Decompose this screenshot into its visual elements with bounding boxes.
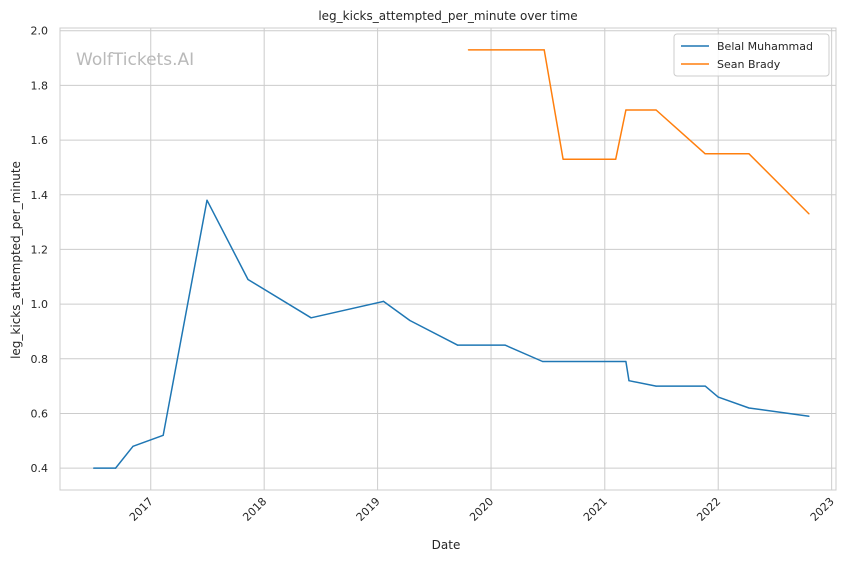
data-point-belal-muhammad	[310, 317, 312, 319]
data-point-belal-muhammad	[655, 385, 657, 387]
y-tick-label: 1.2	[31, 243, 49, 256]
data-point-sean-brady	[704, 153, 706, 155]
x-tick-label: 2019	[354, 495, 383, 524]
x-tick-label: 2021	[581, 495, 610, 524]
data-point-sean-brady	[543, 49, 545, 51]
data-point-belal-muhammad	[206, 199, 208, 201]
y-tick-label: 0.6	[31, 407, 49, 420]
watermark: WolfTickets.AI	[76, 50, 194, 70]
data-point-sean-brady	[625, 109, 627, 111]
data-point-belal-muhammad	[704, 385, 706, 387]
data-point-sean-brady	[748, 153, 750, 155]
y-tick-label: 1.4	[31, 189, 49, 202]
data-point-belal-muhammad	[115, 467, 117, 469]
legend-box	[673, 33, 830, 77]
legend: Belal Muhammad Sean Brady	[673, 33, 830, 77]
data-point-belal-muhammad	[409, 319, 411, 322]
data-point-belal-muhammad	[162, 434, 164, 436]
data-point-sean-brady	[467, 49, 469, 51]
y-axis-ticks: 0.4 0.6 0.8 1.0 1.2 1.4 1.6 1.8 2.0	[31, 25, 49, 475]
data-point-belal-muhammad	[93, 467, 95, 469]
y-tick-label: 1.6	[31, 134, 49, 147]
data-point-belal-muhammad	[808, 415, 810, 417]
data-point-belal-muhammad	[504, 344, 506, 346]
data-point-sean-brady	[808, 213, 810, 215]
x-tick-label: 2017	[127, 495, 156, 524]
data-point-sean-brady	[562, 158, 564, 160]
y-tick-label: 1.8	[31, 79, 49, 92]
y-tick-label: 2.0	[31, 25, 49, 38]
grid	[60, 28, 836, 490]
x-tick-label: 2022	[694, 495, 723, 524]
x-tick-label: 2023	[808, 495, 837, 524]
x-tick-label: 2020	[467, 495, 496, 524]
data-point-belal-muhammad	[247, 278, 249, 281]
data-point-belal-muhammad	[456, 344, 459, 346]
data-point-belal-muhammad	[748, 407, 750, 409]
x-tick-label: 2018	[240, 495, 269, 524]
data-point-belal-muhammad	[132, 445, 134, 447]
legend-entry-sean: Sean Brady	[717, 58, 781, 71]
data-point-belal-muhammad	[717, 396, 719, 398]
y-axis-label: leg_kicks_attempted_per_minute	[9, 161, 23, 359]
y-tick-label: 0.8	[31, 353, 49, 366]
data-point-sean-brady	[615, 158, 617, 160]
series-lines	[93, 49, 810, 469]
data-point-sean-brady	[655, 109, 657, 111]
y-tick-label: 0.4	[31, 462, 49, 475]
chart-title: leg_kicks_attempted_per_minute over time	[318, 9, 577, 23]
y-tick-label: 1.0	[31, 298, 49, 311]
x-axis-ticks: 2017 2018 2019 2020 2021 2022 2023	[127, 495, 837, 524]
data-point-belal-muhammad	[625, 360, 627, 363]
data-point-belal-muhammad	[542, 360, 544, 363]
data-point-belal-muhammad	[382, 300, 385, 302]
data-point-belal-muhammad	[628, 380, 630, 382]
x-axis-label: Date	[432, 538, 461, 552]
plot-background	[59, 27, 837, 491]
legend-entry-belal: Belal Muhammad	[717, 40, 813, 53]
